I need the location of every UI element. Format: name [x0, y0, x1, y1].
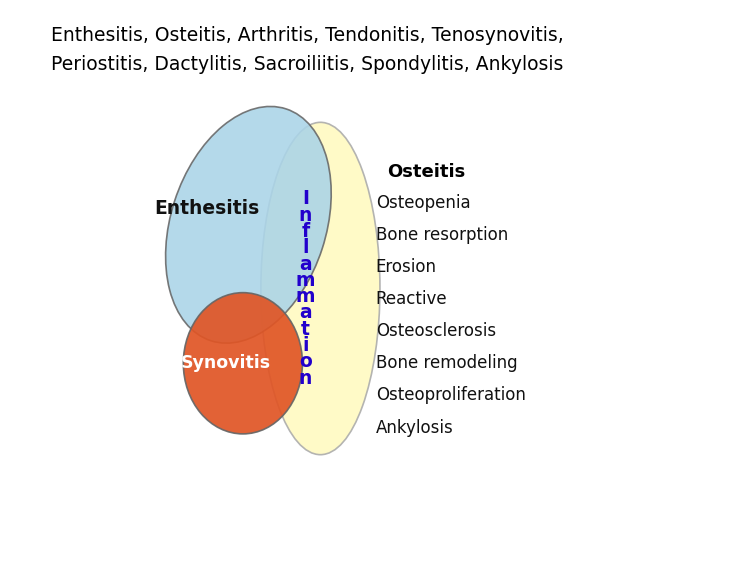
- Text: I
n
f
l
a
m
m
a
t
i
o
n: I n f l a m m a t i o n: [295, 189, 315, 388]
- Text: Osteoproliferation: Osteoproliferation: [376, 387, 526, 404]
- Text: Enthesitis: Enthesitis: [154, 198, 259, 218]
- Text: Enthesitis, Osteitis, Arthritis, Tendonitis, Tenosynovitis,: Enthesitis, Osteitis, Arthritis, Tendoni…: [51, 26, 564, 45]
- Text: Bone remodeling: Bone remodeling: [376, 354, 517, 372]
- Text: Bone resorption: Bone resorption: [376, 226, 508, 243]
- Text: Periostitis, Dactylitis, Sacroiliitis, Spondylitis, Ankylosis: Periostitis, Dactylitis, Sacroiliitis, S…: [51, 55, 564, 74]
- Text: Osteosclerosis: Osteosclerosis: [376, 322, 496, 340]
- Ellipse shape: [183, 293, 302, 434]
- Text: Osteopenia: Osteopenia: [376, 194, 470, 212]
- Text: Reactive: Reactive: [376, 290, 448, 308]
- Ellipse shape: [261, 122, 380, 455]
- Text: Osteitis: Osteitis: [387, 163, 465, 181]
- Text: Synovitis: Synovitis: [182, 354, 271, 372]
- Ellipse shape: [165, 106, 331, 343]
- Text: Ankylosis: Ankylosis: [376, 418, 453, 437]
- Text: Erosion: Erosion: [376, 258, 437, 276]
